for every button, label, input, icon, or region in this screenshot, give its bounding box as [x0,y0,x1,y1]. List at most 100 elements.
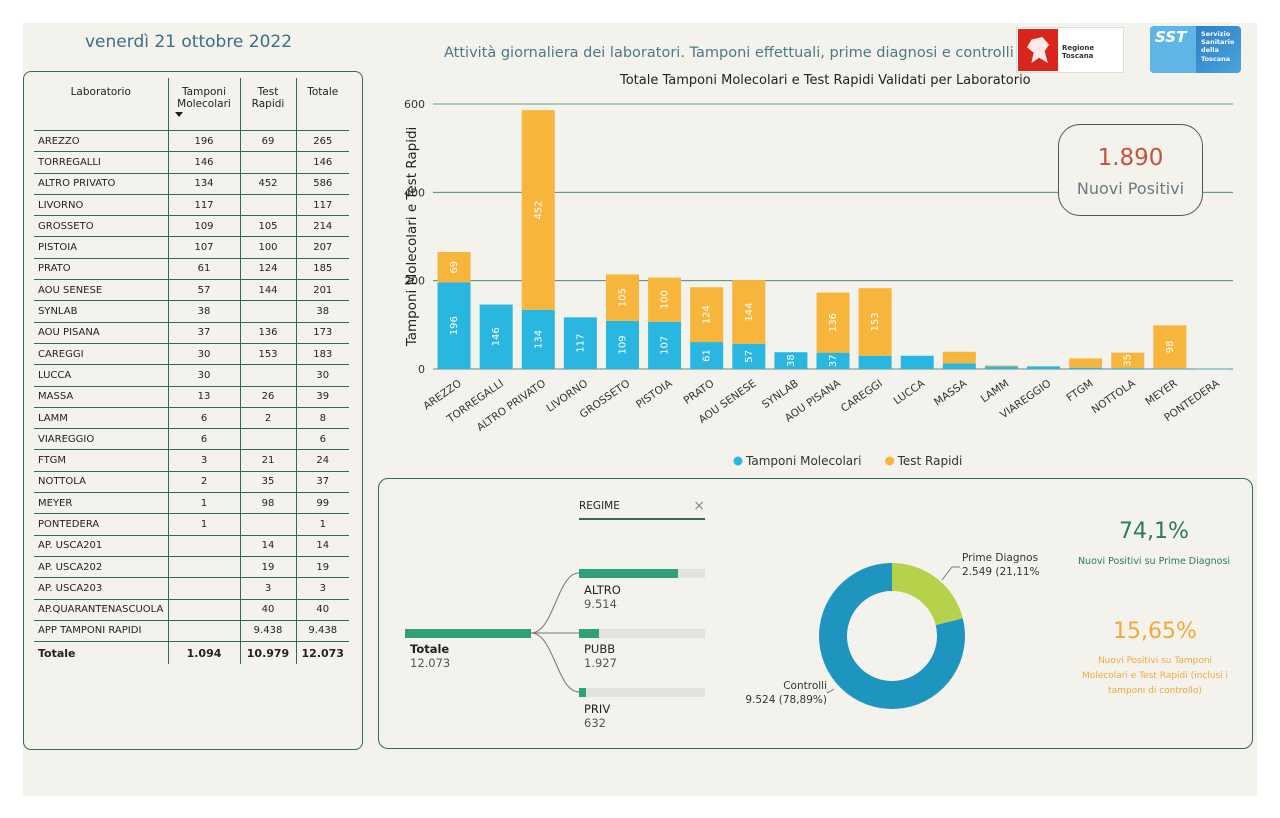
bar-tamponi[interactable] [858,355,892,369]
cell-test-rapidi: 136 [239,322,296,344]
table-row[interactable]: PISTOIA 107 100 207 [34,236,349,259]
bar-tamponi[interactable] [1153,368,1187,370]
table-row[interactable]: ALTRO PRIVATO 134 452 586 [34,173,349,195]
table-row[interactable]: CAREGGI 30 153 183 [34,343,349,366]
legend-test-rapidi-label[interactable]: Test Rapidi [897,454,963,468]
cell-totale: 586 [295,173,349,195]
bar-tamponi[interactable] [648,321,682,369]
prime-diagnosi-leader-line [941,566,960,581]
priv-bar-bg [579,688,705,697]
cell-totale: 265 [295,130,349,153]
cell-tamponi: 107 [167,236,240,259]
priv-bar-fill[interactable] [579,688,586,697]
table-row[interactable]: AP. USCA203 3 3 [34,577,349,600]
table-row[interactable]: LIVORNO 117 117 [34,194,349,217]
root-bar-fill[interactable] [405,629,531,638]
clear-filter-icon[interactable]: × [693,498,705,514]
bar-tamponi[interactable] [732,343,766,369]
table-row[interactable]: GROSSETO 109 105 214 [34,215,349,238]
cell-laboratorio: AP. USCA203 [34,577,168,600]
sort-desc-icon [174,112,183,117]
bar-tamponi[interactable] [437,282,471,369]
total-totale: 12.073 [295,641,349,665]
bar-test-rapidi[interactable] [690,287,724,343]
cell-laboratorio: AREZZO [34,130,168,153]
bar-tamponi[interactable] [1111,368,1145,369]
bar-tamponi[interactable] [774,352,808,369]
bar-test-rapidi[interactable] [437,251,471,283]
cell-totale: 40 [295,599,349,621]
bar-tamponi[interactable] [1027,366,1061,369]
legend-test-rapidi-marker[interactable] [885,456,895,466]
cell-laboratorio: APP TAMPONI RAPIDI [34,620,168,643]
cell-test-rapidi: 100 [239,236,296,259]
bar-test-rapidi[interactable] [1111,352,1145,369]
bar-test-rapidi[interactable] [732,280,766,344]
bar-tamponi[interactable] [900,355,934,369]
table-row[interactable]: LUCCA 30 30 [34,364,349,387]
cell-test-rapidi: 40 [239,599,296,621]
bar-tamponi[interactable] [521,309,555,369]
table-row[interactable]: AP.QUARANTENASCUOLA 40 40 [34,599,349,621]
pubb-bar-fill[interactable] [579,629,600,638]
cell-laboratorio: AOU SENESE [34,279,168,302]
slice-controlli[interactable] [819,563,965,709]
table-row[interactable]: TORREGALLI 146 146 [34,151,349,174]
table-row[interactable]: AOU PISANA 37 136 173 [34,322,349,344]
bar-test-rapidi[interactable] [1153,325,1187,369]
bar-tamponi[interactable] [690,342,724,369]
table-row[interactable]: PRATO 61 124 185 [34,258,349,281]
bar-tamponi[interactable] [1195,368,1229,370]
table-row[interactable]: NOTTOLA 2 35 37 [34,471,349,494]
bar-tamponi[interactable] [605,320,639,369]
col-header-totale[interactable]: Totale [295,78,349,131]
x-tick-label: PRATO [682,378,717,407]
table-row[interactable]: MEYER 1 98 99 [34,492,349,515]
col-header-tamponi[interactable]: Tamponi Molecolari [167,78,240,131]
cell-totale: 38 [295,300,349,323]
table-row[interactable]: APP TAMPONI RAPIDI 9.438 9.438 [34,620,349,643]
table-row[interactable]: AP. USCA201 14 14 [34,535,349,557]
col-header-test-rapidi[interactable]: Test Rapidi [239,78,296,131]
cell-tamponi: 196 [167,130,240,153]
table-row[interactable]: MASSA 13 26 39 [34,386,349,408]
table-row[interactable]: PONTEDERA 1 1 [34,513,349,536]
table-row[interactable]: AP. USCA202 19 19 [34,556,349,579]
cell-totale: 207 [295,236,349,259]
sst-logo: SST Servizio Sanitario della Toscana [1150,26,1241,73]
bar-test-rapidi[interactable] [605,274,639,321]
slice-prime-diagnosi[interactable] [892,563,963,626]
bar-test-rapidi[interactable] [942,351,976,364]
cell-test-rapidi: 9.438 [239,620,296,643]
bar-tamponi[interactable] [942,363,976,369]
bar-test-rapidi[interactable] [648,277,682,322]
y-tick-label: 0 [418,363,425,376]
bar-test-rapidi[interactable] [521,110,555,310]
cell-totale: 8 [295,407,349,430]
altro-bar-fill[interactable] [579,569,679,578]
bar-tamponi[interactable] [563,317,597,369]
cell-laboratorio: LIVORNO [34,194,168,217]
table-row[interactable]: AREZZO 196 69 265 [34,130,349,153]
table-row[interactable]: FTGM 3 21 24 [34,449,349,472]
bar-data-label: 452 [533,200,544,219]
bar-tamponi[interactable] [984,366,1018,369]
cell-tamponi: 117 [167,194,240,217]
bar-tamponi[interactable] [1069,367,1103,369]
legend-tamponi-marker[interactable] [733,456,743,466]
sst-text: Servizio Sanitario della Toscana [1201,30,1235,63]
table-row[interactable]: LAMM 6 2 8 [34,407,349,430]
regime-filter[interactable]: REGIME × [579,498,705,520]
table-row[interactable]: AOU SENESE 57 144 201 [34,279,349,302]
table-row[interactable]: SYNLAB 38 38 [34,300,349,323]
bar-test-rapidi[interactable] [816,292,850,353]
bar-test-rapidi[interactable] [1069,358,1103,368]
bar-tamponi[interactable] [816,352,850,369]
bar-test-rapidi[interactable] [984,365,1018,367]
legend-tamponi-label[interactable]: Tamponi Molecolari [745,454,861,468]
bar-test-rapidi[interactable] [858,288,892,356]
bar-tamponi[interactable] [479,304,513,369]
col-header-laboratorio[interactable]: Laboratorio [34,78,168,131]
laboratory-table-panel: Laboratorio Tamponi Molecolari Test Rapi… [23,71,363,750]
table-row[interactable]: VIAREGGIO 6 6 [34,428,349,451]
